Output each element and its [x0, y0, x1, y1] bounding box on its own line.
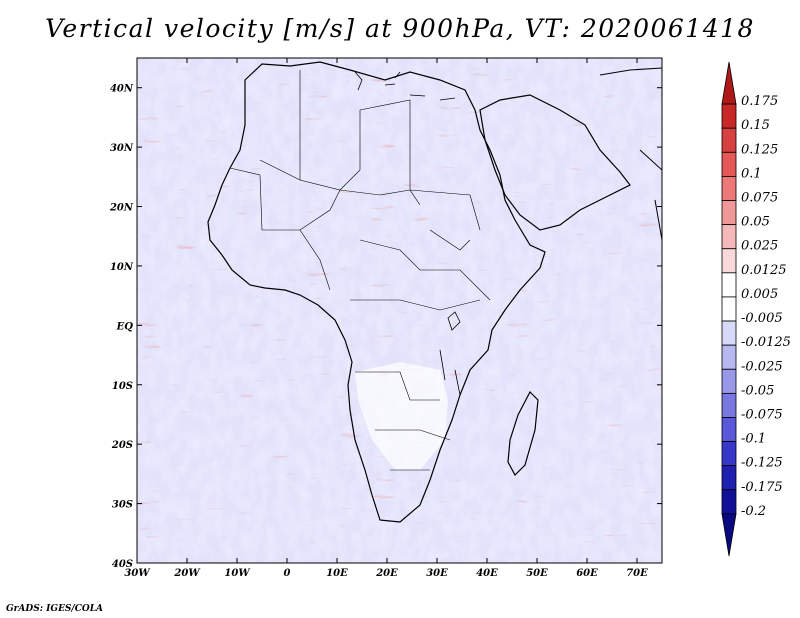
x-tick-label: 40E	[476, 568, 498, 579]
y-tick-label: EQ	[116, 321, 134, 332]
colorbar-label: 0.125	[741, 142, 778, 157]
country-borders	[229, 70, 491, 471]
colorbar-label: -0.2	[741, 504, 766, 519]
colorbar-swatch	[721, 320, 737, 346]
y-tick-label: 30S	[112, 500, 133, 511]
mediterranean-islands	[354, 71, 456, 101]
x-tick-label: 10W	[224, 568, 251, 579]
x-tick-label: 50E	[526, 568, 548, 579]
arabia-coastline	[479, 94, 631, 231]
colorbar-label: -0.1	[741, 432, 766, 447]
colorbar-label: 0.025	[741, 239, 778, 254]
colorbar-label: -0.075	[741, 407, 783, 422]
colorbar-swatch	[721, 176, 737, 201]
x-axis: 30W 20W 10W 0 10E 20E 30E 40E 50E 60E 70E	[124, 58, 648, 579]
y-axis: 40N 30N 20N 10N EQ 10S 20S 30S 40S	[109, 84, 662, 570]
colorbar-label: -0.025	[741, 359, 783, 374]
colorbar-label: 0.1	[741, 166, 762, 181]
colorbar-label: -0.005	[741, 311, 783, 326]
x-tick-label: 20E	[375, 568, 398, 579]
colorbar-swatch	[721, 441, 737, 467]
colorbar: 0.175 0.15 0.125 0.1 0.075 0.05 0.025 0.0125 0.0…	[721, 61, 791, 557]
plateau-region	[355, 362, 448, 470]
colorbar-swatch	[721, 127, 737, 153]
plot-frame	[136, 57, 663, 564]
colorbar-swatch	[721, 224, 737, 250]
y-tick-label: 20S	[111, 440, 133, 451]
colorbar-swatch	[721, 200, 737, 226]
colorbar-swatch	[721, 344, 737, 370]
colorbar-label: 0.0125	[741, 263, 787, 278]
colorbar-label: 0.05	[741, 215, 770, 230]
colorbar-swatch	[721, 103, 737, 129]
y-tick-label: 10N	[110, 262, 134, 273]
colorbar-swatch	[721, 392, 737, 418]
colorbar-swatch	[721, 296, 737, 322]
colorbar-swatch	[721, 417, 737, 442]
madagascar-coastline	[507, 390, 539, 476]
y-tick-label: 40N	[110, 84, 134, 95]
velocity-field	[137, 58, 662, 563]
colorbar-label: 0.15	[741, 118, 770, 133]
colorbar-swatch	[721, 465, 737, 491]
grads-credit: GrADS: IGES/COLA	[6, 604, 104, 614]
colorbar-label: 0.005	[741, 287, 778, 302]
colorbar-label: -0.175	[741, 480, 783, 495]
x-tick-label: 70E	[626, 568, 648, 579]
y-tick-label: 30N	[110, 143, 134, 154]
colorbar-swatch	[721, 489, 737, 515]
colorbar-swatch	[721, 151, 737, 177]
y-tick-label: 40S	[112, 559, 133, 570]
colorbar-label: 0.175	[741, 94, 778, 109]
x-tick-label: 30E	[426, 568, 448, 579]
lakes	[439, 311, 461, 396]
colorbar-label: -0.125	[741, 456, 783, 471]
field-streaks-positive	[137, 58, 662, 563]
x-tick-label: 60E	[576, 568, 598, 579]
colorbar-swatch	[721, 368, 737, 394]
x-tick-label: 20W	[173, 568, 201, 579]
colorbar-swatch	[721, 248, 737, 274]
colorbar-swatch	[721, 272, 737, 298]
y-tick-label: 20N	[109, 203, 134, 214]
africa-coastline	[207, 61, 546, 523]
x-tick-label: 0	[284, 568, 291, 579]
x-tick-label: 30W	[124, 568, 151, 579]
y-tick-label: 10S	[112, 381, 133, 392]
colorbar-bottom-arrow	[721, 513, 737, 557]
x-tick-label: 10E	[326, 568, 348, 579]
colorbar-label: 0.075	[741, 191, 778, 206]
colorbar-label: -0.05	[741, 383, 774, 398]
asia-coastline	[599, 67, 662, 241]
colorbar-label: -0.0125	[741, 335, 791, 350]
colorbar-top-arrow	[721, 61, 737, 105]
map-title: Vertical velocity [m/s] at 900hPa, VT: 2…	[45, 14, 755, 43]
